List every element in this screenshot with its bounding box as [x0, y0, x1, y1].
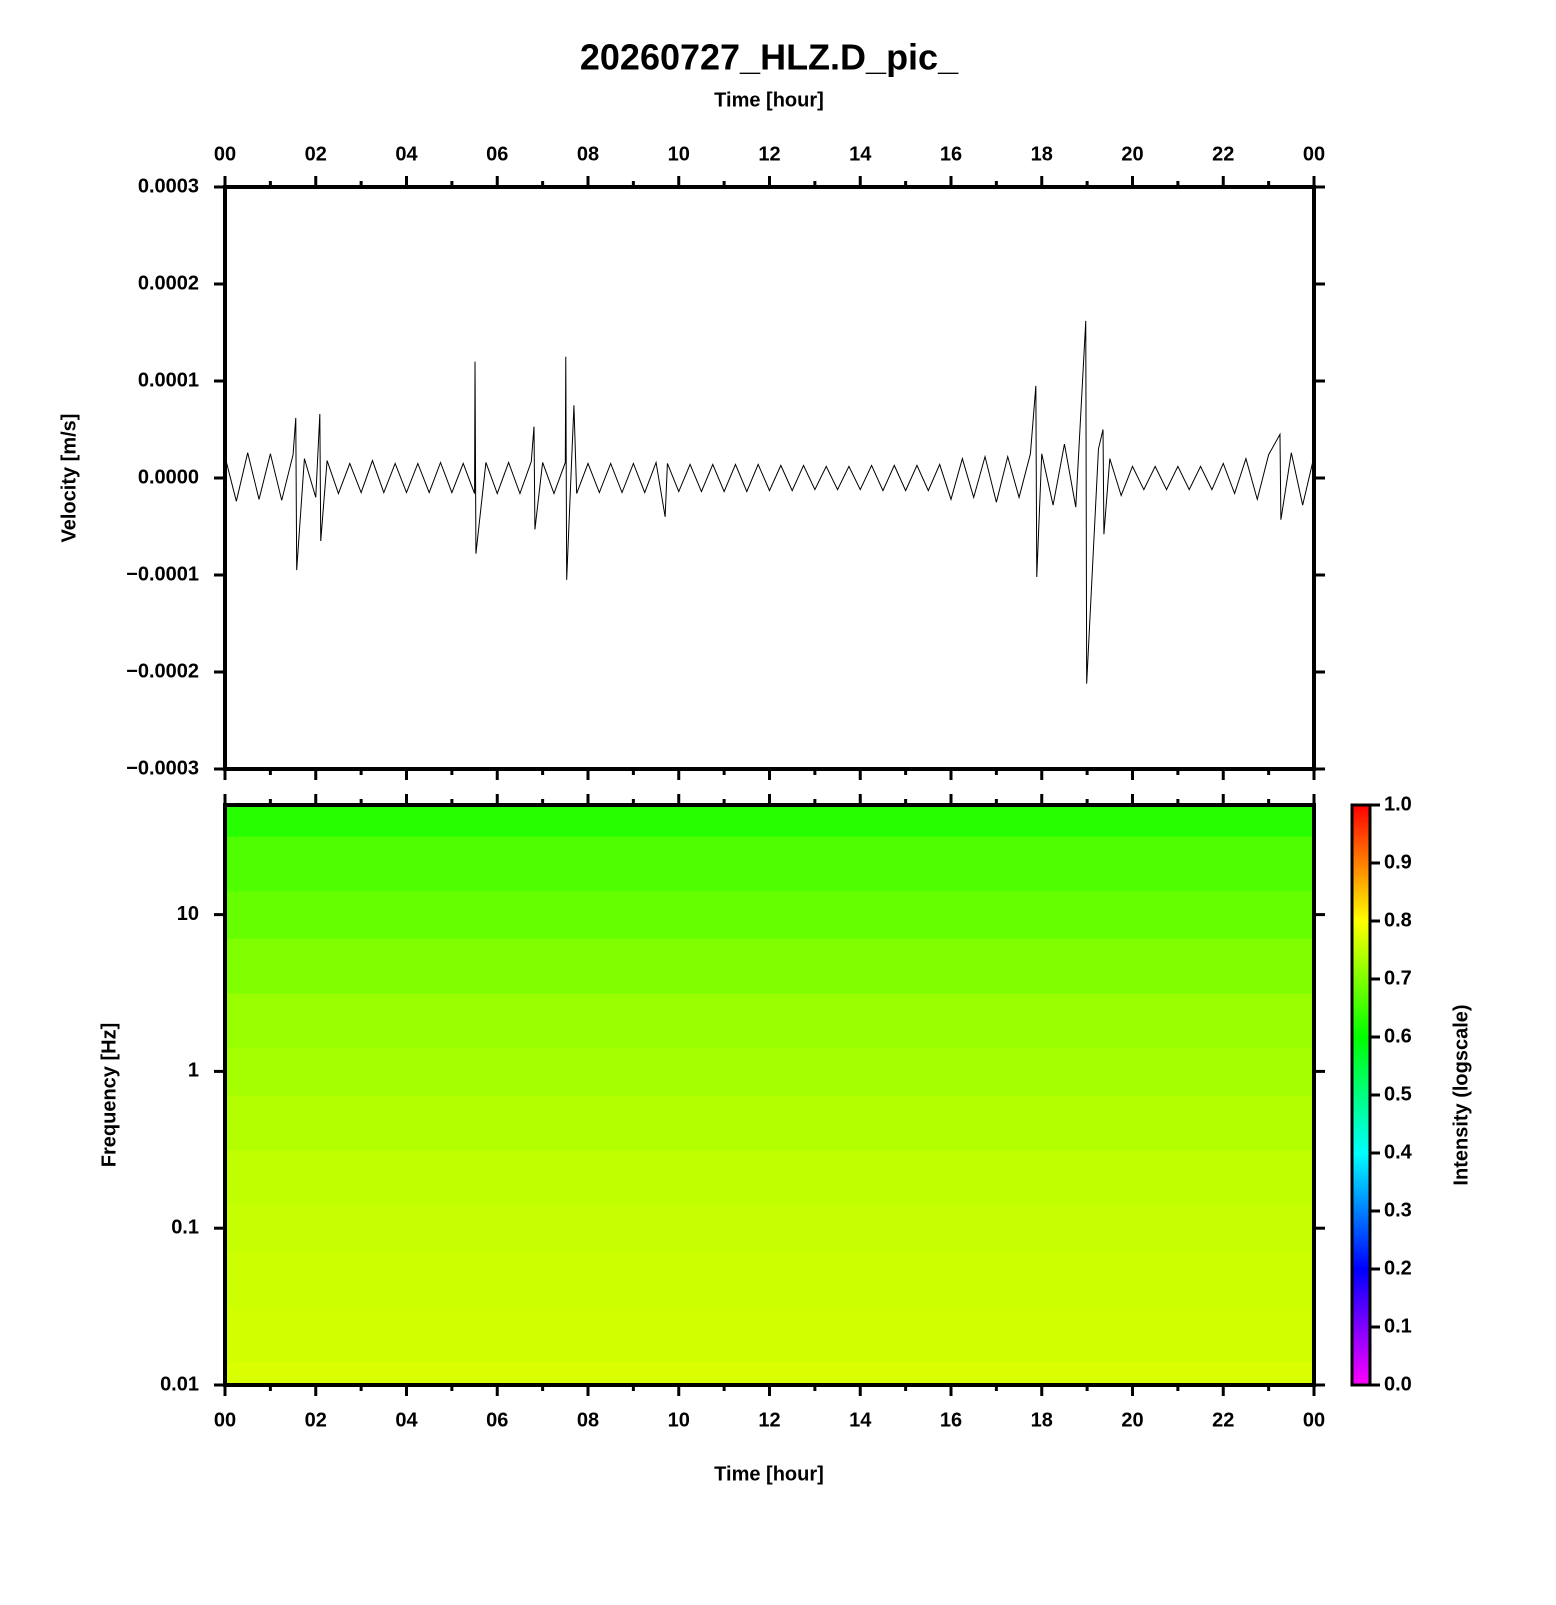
- x-tick-label: 02: [305, 143, 327, 165]
- x-tick-label: 02: [305, 1409, 327, 1431]
- y-axis-label: Velocity [m/s]: [58, 414, 80, 543]
- y-tick-label: 0.1: [171, 1216, 199, 1238]
- x-tick-label: 22: [1212, 1409, 1234, 1431]
- y-tick-label: −0.0001: [126, 563, 199, 585]
- x-tick-label: 14: [849, 143, 872, 165]
- y-tick-label: 0.0002: [138, 272, 199, 294]
- colorbar-tick-label: 0.7: [1384, 967, 1412, 989]
- x-axis-label: Time [hour]: [714, 1463, 824, 1485]
- heatmap-band: [225, 992, 1314, 1049]
- x-tick-label: 20: [1121, 143, 1143, 165]
- plot-frame: [223, 185, 1316, 771]
- colorbar-tick-label: 0.1: [1384, 1315, 1412, 1337]
- x-tick-label: 12: [758, 1409, 780, 1431]
- x-tick-label: 10: [668, 143, 690, 165]
- chart-title: 20260727_HLZ.D_pic_: [580, 37, 959, 78]
- heatmap-band: [225, 1047, 1314, 1096]
- colorbar-tick-label: 1.0: [1384, 793, 1412, 815]
- y-tick-label: 0.01: [160, 1373, 199, 1395]
- x-tick-label: 12: [758, 143, 780, 165]
- colorbar-tick-label: 0.5: [1384, 1083, 1412, 1105]
- x-tick-label: 00: [1303, 143, 1325, 165]
- y-tick-label: 1: [188, 1060, 199, 1082]
- x-tick-label: 04: [395, 1409, 418, 1431]
- y-tick-label: 0.0003: [138, 175, 199, 197]
- x-tick-label: 04: [395, 143, 418, 165]
- x-tick-label: 06: [486, 1409, 508, 1431]
- x-tick-label: 08: [577, 143, 599, 165]
- colorbar-tick-label: 0.8: [1384, 909, 1412, 931]
- heatmap-band: [225, 890, 1314, 939]
- x-tick-label: 18: [1031, 143, 1053, 165]
- heatmap-band: [225, 938, 1314, 994]
- x-tick-label: 00: [214, 1409, 236, 1431]
- x-tick-label: 06: [486, 143, 508, 165]
- heatmap-band: [225, 1361, 1314, 1386]
- x-tick-label: 18: [1031, 1409, 1053, 1431]
- x-tick-label: 22: [1212, 143, 1234, 165]
- colorbar-tick-label: 0.2: [1384, 1257, 1412, 1279]
- y-tick-label: −0.0003: [126, 757, 199, 779]
- heatmap-band: [225, 805, 1314, 837]
- colorbar-tick-label: 0.6: [1384, 1025, 1412, 1047]
- colorbar-label: Intensity (logscale): [1450, 1004, 1472, 1185]
- x-tick-label: 16: [940, 1409, 962, 1431]
- y-tick-label: 0.0000: [138, 466, 199, 488]
- colorbar-tick-label: 0.0: [1384, 1373, 1412, 1395]
- trace: [224, 320, 1315, 684]
- heatmap-band: [225, 1306, 1314, 1362]
- heatmap-band: [225, 1204, 1314, 1253]
- heatmap-band: [225, 1095, 1314, 1151]
- x-tick-label: 20: [1121, 1409, 1143, 1431]
- heatmap-band: [225, 836, 1314, 892]
- x-tick-label: 00: [214, 143, 236, 165]
- y-axis-label: Frequency [Hz]: [98, 1023, 120, 1167]
- x-axis-label: Time [hour]: [714, 89, 824, 111]
- y-tick-label: 0.0001: [138, 369, 199, 391]
- x-tick-label: 00: [1303, 1409, 1325, 1431]
- y-tick-label: −0.0002: [126, 660, 199, 682]
- x-tick-label: 10: [668, 1409, 690, 1431]
- x-tick-label: 08: [577, 1409, 599, 1431]
- heatmap-band: [225, 1149, 1314, 1206]
- colorbar-tick-label: 0.3: [1384, 1199, 1412, 1221]
- colorbar: [1350, 803, 1372, 1387]
- x-tick-label: 14: [849, 1409, 872, 1431]
- heatmap-band: [225, 1251, 1314, 1308]
- y-tick-label: 10: [177, 903, 199, 925]
- colorbar-tick-label: 0.9: [1384, 851, 1412, 873]
- colorbar-tick-label: 0.4: [1384, 1141, 1413, 1163]
- x-tick-label: 16: [940, 143, 962, 165]
